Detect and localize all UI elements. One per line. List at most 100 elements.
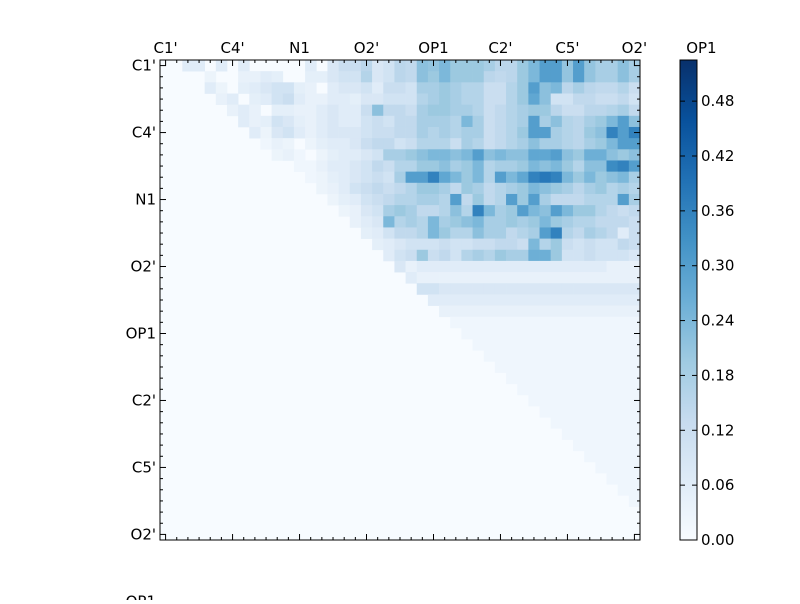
heatmap-cell: [517, 272, 529, 284]
heatmap-cell: [439, 238, 451, 251]
heatmap-cell: [573, 71, 585, 83]
heatmap-cell: [539, 149, 552, 161]
heatmap-cell: [539, 327, 552, 340]
heatmap-cell: [427, 227, 440, 239]
heatmap-cell: [483, 350, 496, 362]
heatmap-cell: [427, 193, 440, 206]
heatmap-cell: [506, 138, 518, 150]
heatmap-cell: [606, 428, 619, 440]
heatmap-cell: [550, 361, 563, 373]
heatmap-cell: [550, 138, 563, 150]
heatmap-cell: [517, 82, 529, 94]
heatmap-cell: [528, 160, 540, 172]
heatmap-cell: [416, 126, 429, 139]
heatmap-cell: [494, 104, 507, 117]
heatmap-cell: [528, 227, 540, 239]
heatmap-cell: [372, 205, 384, 217]
heatmap-cell: [427, 205, 440, 217]
heatmap-cell: [394, 249, 406, 262]
heatmap-cell: [405, 238, 418, 251]
heatmap-cell: [316, 138, 328, 150]
heatmap-cell: [427, 149, 440, 161]
heatmap-cell: [561, 238, 574, 251]
heatmap-cell: [506, 82, 518, 94]
heatmap-cell: [517, 305, 529, 318]
colorbar-tick-label: 0.00: [701, 531, 734, 549]
heatmap-cell: [584, 417, 596, 429]
heatmap-cell: [550, 383, 563, 396]
heatmap-cell: [494, 171, 507, 184]
heatmap-cell: [439, 227, 451, 239]
heatmap-cell: [606, 249, 619, 262]
heatmap-cell: [506, 283, 518, 295]
heatmap-cell: [595, 383, 607, 396]
heatmap-cell: [372, 171, 384, 184]
heatmap-cell: [316, 104, 328, 117]
heatmap-cell: [517, 383, 529, 396]
heatmap-cell: [494, 283, 507, 295]
heatmap-cell: [372, 71, 384, 83]
heatmap-cell: [372, 82, 384, 94]
heatmap-cell: [595, 160, 607, 172]
heatmap-cell: [628, 417, 641, 429]
heatmap-cell: [450, 216, 462, 228]
heatmap-cell: [349, 60, 362, 72]
heatmap-cell: [617, 272, 630, 284]
heatmap-cell: [506, 182, 518, 195]
heatmap-cell: [316, 171, 328, 184]
heatmap-cell: [550, 160, 563, 172]
heatmap-cell: [628, 361, 641, 373]
heatmap-cell: [528, 82, 540, 94]
heatmap-cell: [561, 149, 574, 161]
y-tick-label: N1: [135, 191, 156, 209]
heatmap-cell: [595, 439, 607, 452]
heatmap-cell: [383, 138, 395, 150]
heatmap-cell: [595, 238, 607, 251]
heatmap-cell: [383, 115, 395, 128]
heatmap-cell: [517, 238, 529, 251]
heatmap-cell: [606, 339, 619, 351]
heatmap-cell: [483, 327, 496, 340]
colorbar-tick-label: 0.24: [701, 312, 734, 330]
heatmap-cell: [573, 417, 585, 429]
heatmap-cell: [628, 316, 641, 329]
heatmap-cell: [561, 104, 574, 117]
heatmap-cell: [539, 93, 552, 106]
heatmap-cell: [617, 182, 630, 195]
heatmap-cell: [472, 327, 485, 340]
heatmap-cell: [595, 428, 607, 440]
heatmap-cell: [439, 260, 451, 273]
heatmap-cell: [573, 182, 585, 195]
heatmap-cell: [584, 361, 596, 373]
heatmap-cell: [528, 193, 540, 206]
heatmap-cell: [550, 149, 563, 161]
heatmap-cell: [439, 171, 451, 184]
heatmap-cell: [483, 60, 496, 72]
heatmap-cell: [238, 115, 250, 128]
heatmap-cell: [494, 350, 507, 362]
heatmap-cell: [561, 294, 574, 306]
heatmap-cell: [494, 249, 507, 262]
heatmap-cell: [617, 417, 630, 429]
heatmap-cell: [595, 104, 607, 117]
heatmap-cell: [461, 205, 473, 217]
heatmap-cell: [416, 260, 429, 273]
heatmap-cell: [561, 383, 574, 396]
heatmap-cell: [517, 60, 529, 72]
heatmap-cell: [316, 126, 328, 139]
heatmap-cell: [383, 93, 395, 106]
heatmap-cell: [584, 383, 596, 396]
x-tick-label: C1': [154, 39, 178, 57]
heatmap-cell: [584, 283, 596, 295]
heatmap-cell: [305, 71, 317, 83]
heatmap-cell: [405, 171, 418, 184]
heatmap-cell: [338, 71, 351, 83]
heatmap-cell: [517, 260, 529, 273]
heatmap-cell: [472, 104, 485, 117]
heatmap-cell: [293, 126, 306, 139]
heatmap-cell: [606, 71, 619, 83]
heatmap-cell: [472, 138, 485, 150]
heatmap-cell: [461, 82, 473, 94]
